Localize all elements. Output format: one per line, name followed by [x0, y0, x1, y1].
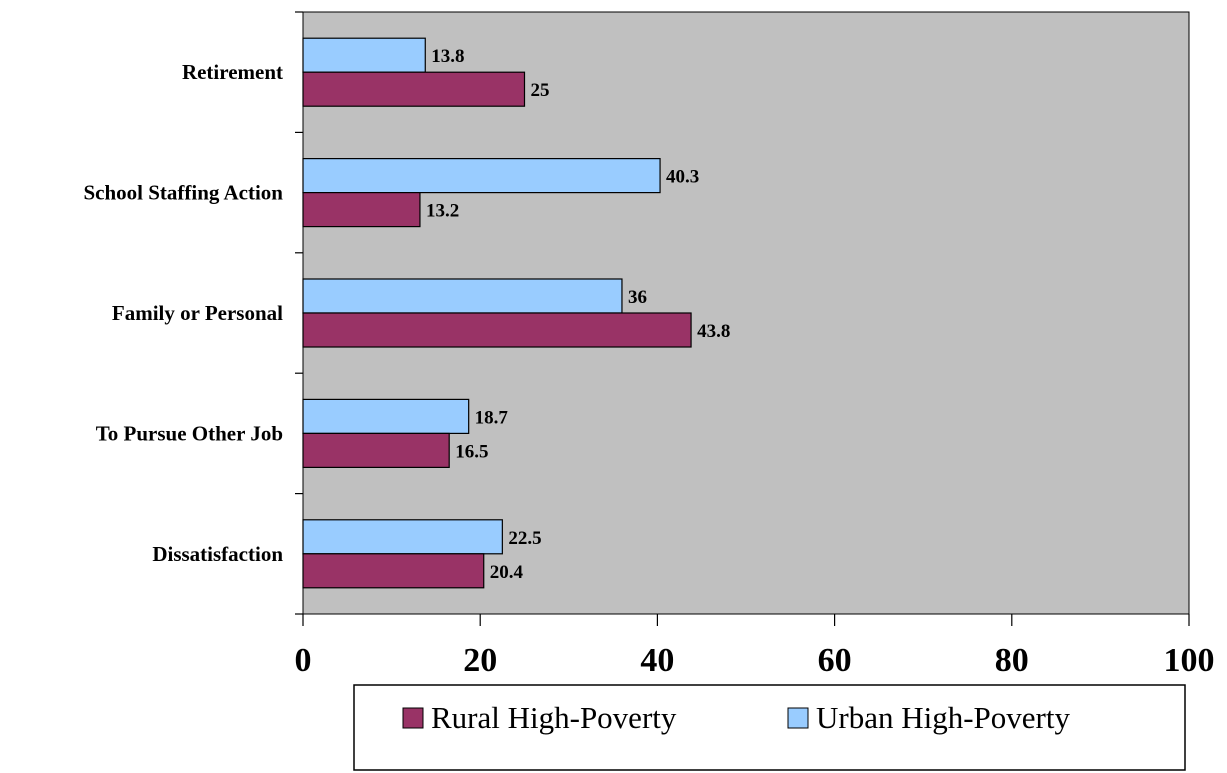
category-label-4: Dissatisfaction [152, 542, 283, 566]
bar-rural-high-poverty-1 [302, 192, 421, 228]
data-label-rural-high-poverty-0: 25 [531, 80, 550, 101]
x-tick-label-3: 60 [818, 642, 852, 679]
bar-urban-high-poverty-2 [302, 278, 623, 314]
data-label-urban-high-poverty-2: 36 [628, 287, 647, 308]
legend-swatch-rural [402, 707, 424, 729]
legend-label-rural: Rural High-Poverty [431, 700, 677, 735]
data-label-rural-high-poverty-2: 43.8 [697, 321, 730, 342]
category-label-2: Family or Personal [112, 301, 283, 325]
x-tick-label-4: 80 [995, 642, 1029, 679]
data-label-rural-high-poverty-1: 13.2 [426, 201, 459, 222]
category-labels-group: Retirement School Staffing Action Family o… [83, 60, 283, 566]
bar-rural-high-poverty-0 [302, 71, 526, 107]
x-tick-label-2: 40 [640, 642, 674, 679]
data-label-urban-high-poverty-3: 18.7 [475, 407, 509, 428]
bar-urban-high-poverty-1 [302, 158, 661, 194]
bar-rural-high-poverty-3 [302, 432, 450, 468]
data-label-rural-high-poverty-3: 16.5 [455, 441, 488, 462]
data-label-urban-high-poverty-0: 13.8 [431, 46, 464, 67]
bar-urban-high-poverty-3 [302, 398, 470, 434]
data-label-urban-high-poverty-4: 22.5 [508, 528, 541, 549]
bar-rural-high-poverty-2 [302, 312, 692, 348]
x-tick-label-0: 0 [295, 642, 312, 679]
axes-group [295, 11, 1190, 626]
legend-swatch-urban [787, 707, 809, 729]
category-label-0: Retirement [182, 60, 283, 84]
legend-box [353, 684, 1186, 771]
data-labels-group: 13.8 25 40.3 13.2 36 43.8 18.7 16.5 22.5 20.4 [426, 46, 730, 583]
bars-group [302, 37, 692, 589]
bar-urban-high-poverty-4 [302, 519, 503, 555]
legend: Rural High-Poverty Urban High-Poverty [353, 684, 1186, 771]
x-tick-labels-group: 0 20 40 60 80 100 [295, 642, 1215, 679]
x-tick-label-5: 100 [1164, 642, 1215, 679]
category-label-3: To Pursue Other Job [96, 421, 283, 445]
x-tick-label-1: 20 [463, 642, 497, 679]
category-label-1: School Staffing Action [83, 181, 283, 205]
legend-label-urban: Urban High-Poverty [816, 700, 1070, 735]
bar-rural-high-poverty-4 [302, 553, 485, 589]
data-label-rural-high-poverty-4: 20.4 [490, 562, 524, 583]
data-label-urban-high-poverty-1: 40.3 [666, 167, 699, 188]
bar-urban-high-poverty-0 [302, 37, 426, 73]
